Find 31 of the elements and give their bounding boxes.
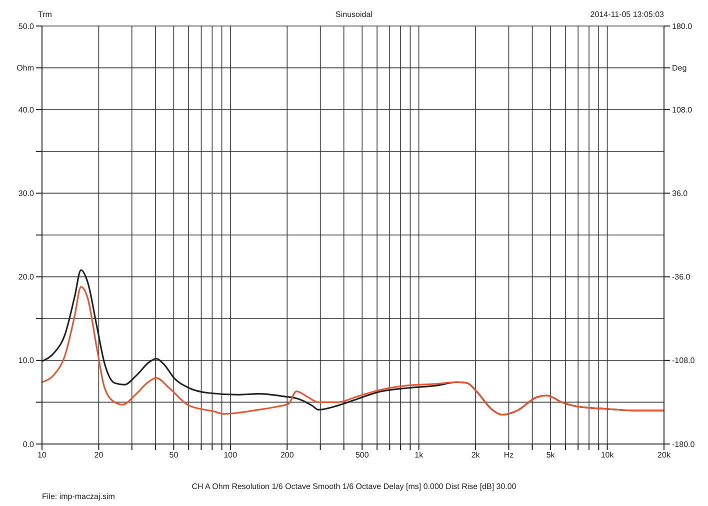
x-tick-label: 2k (471, 450, 481, 460)
y-tick-label: 0.0 (22, 440, 35, 449)
x-tick-label: 20k (658, 450, 672, 460)
y2-tick-label: Deg (672, 64, 687, 73)
y2-tick-label: -36.0 (672, 272, 691, 282)
y-tick-label: 10.0 (18, 356, 35, 366)
x-tick-label: 1k (414, 450, 424, 460)
y-tick-label: 20.0 (18, 272, 35, 282)
text: CH A Ohm Resolution 1/6 Octave Smooth 1/6 Octave Delay [ms] 0.000 Dist Rise [dB] 30.00 (190, 482, 518, 491)
y2-tick-label: -180.0 (672, 440, 696, 449)
text: File: imp-maczaj.sim (42, 492, 115, 501)
x-tick-label: 20 (94, 450, 104, 460)
x-tick-label: 200 (280, 450, 294, 460)
y-tick-label: 50.0 (18, 22, 35, 31)
y2-tick-label: 180.0 (672, 22, 693, 31)
y2-tick-label: 36.0 (672, 189, 688, 198)
y-tick-label: Ohm (16, 64, 34, 73)
x-tick-label: 100 (224, 450, 238, 460)
x-tick-label: 10 (38, 450, 47, 460)
y2-tick-label: -108.0 (672, 356, 696, 366)
x-tick-label: 5k (546, 450, 556, 460)
x-tick-label: Hz (504, 450, 514, 460)
y-tick-label: 30.0 (18, 189, 35, 198)
x-tick-label: 10k (600, 450, 615, 460)
text: Trm (38, 10, 52, 19)
x-tick-label: 50 (169, 450, 179, 460)
x-tick-label: 500 (355, 450, 370, 460)
chart-title: Sinusoidal (336, 10, 372, 19)
y-tick-label: 40.0 (18, 105, 35, 114)
y2-tick-label: 108.0 (672, 105, 693, 114)
text: 2014-11-05 13:05:03 (590, 10, 664, 19)
